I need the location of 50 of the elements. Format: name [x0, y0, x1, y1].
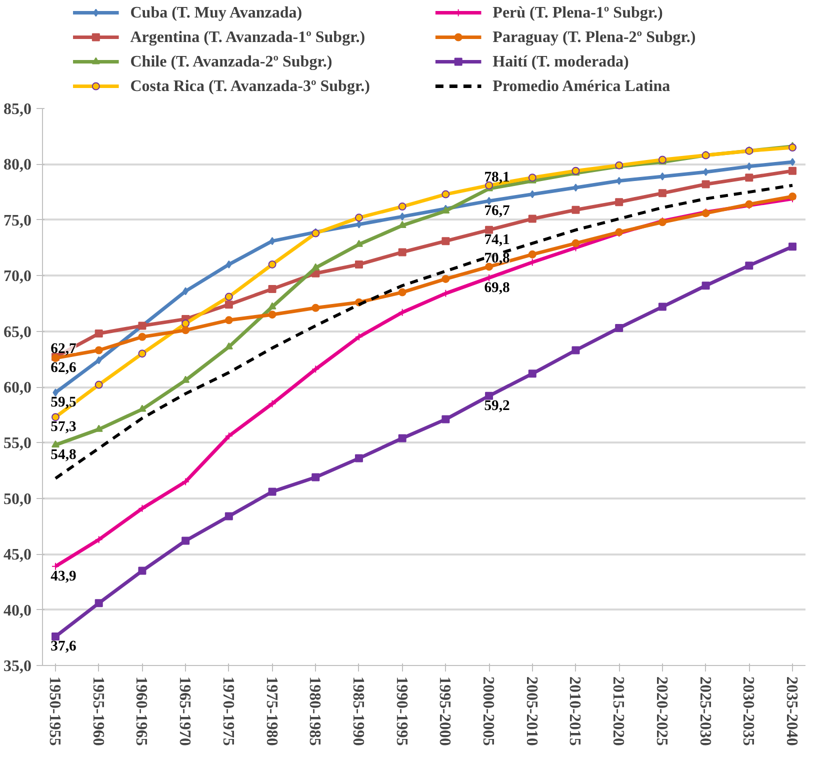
annotation: 62,6 [50, 360, 76, 376]
annotation: 57,3 [50, 419, 76, 436]
legend-label: Perù (T. Plena-1º Subgr.) [492, 4, 663, 22]
legend-label: Paraguay (T. Plena-2º Subgr.) [492, 28, 696, 46]
annotation: 43,9 [50, 568, 76, 584]
y-tick-label: 45,0 [4, 546, 32, 564]
y-tick-label: 70,0 [4, 268, 32, 286]
annotation: 69,8 [484, 280, 510, 296]
y-tick-label: 50,0 [4, 490, 32, 508]
legend-label: Cuba (T. Muy Avanzada) [130, 4, 302, 22]
legend-label: Chile (T. Avanzada-2º Subgr.) [130, 53, 332, 70]
y-tick-label: 60,0 [4, 380, 32, 396]
annotation: 70,8 [484, 250, 510, 267]
x-tick-label: 1955-1960 [89, 676, 106, 746]
legend-label: Promedio América Latina [492, 78, 670, 95]
x-tick-label: 2005-2010 [522, 676, 540, 746]
x-tick-label: 1960-1965 [132, 676, 150, 746]
x-tick-label: 2010-2015 [566, 676, 584, 746]
annotation: 76,7 [484, 202, 510, 219]
legend-label: Costa Rica (T. Avanzada-3º Subgr.) [130, 78, 370, 95]
y-tick-label: 35,0 [4, 658, 32, 675]
x-tick-label: 1985-1990 [349, 676, 366, 746]
annotation: 59,2 [484, 398, 510, 414]
annotation: 37,6 [50, 638, 76, 655]
x-tick-label: 1975-1980 [262, 676, 280, 746]
x-tick-label: 1995-2000 [436, 676, 454, 746]
x-tick-label: 1970-1975 [219, 676, 236, 746]
y-tick-label: 55,0 [4, 435, 32, 452]
x-tick-label: 1990-1995 [392, 676, 410, 746]
legend-label: Argentina (T. Avanzada-1º Subgr.) [130, 28, 366, 46]
x-tick-label: 2015-2020 [610, 676, 627, 746]
annotation: 59,5 [50, 394, 76, 411]
x-tick-label: 2000-2005 [480, 676, 497, 746]
x-tick-label: 2030-2035 [740, 676, 757, 746]
x-tick-label: 2020-2025 [652, 676, 670, 746]
y-tick-label: 75,0 [4, 212, 32, 230]
annotation: 62,7 [50, 340, 76, 357]
annotation: 54,8 [50, 446, 76, 463]
x-tick-label: 2025-2030 [696, 676, 714, 746]
x-tick-label: 2035-2040 [782, 676, 800, 746]
y-tick-label: 65,0 [4, 324, 32, 341]
y-tick-label: 85,0 [4, 101, 32, 118]
legend-label: Haití (T. moderada) [492, 53, 629, 70]
annotation: 74,1 [484, 232, 510, 248]
y-tick-label: 80,0 [4, 156, 32, 174]
x-tick-label: 1965-1970 [176, 676, 194, 746]
y-tick-label: 40,0 [4, 602, 32, 620]
annotation: 78,1 [484, 169, 510, 186]
x-tick-label: 1980-1985 [306, 676, 324, 746]
x-tick-label: 1950-1955 [46, 676, 64, 746]
